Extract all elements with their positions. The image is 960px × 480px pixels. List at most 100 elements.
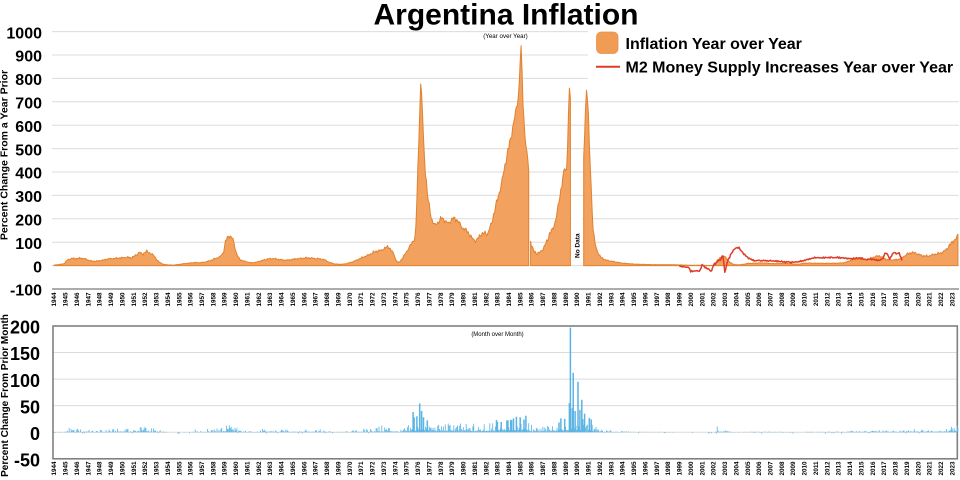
svg-text:1949: 1949: [108, 292, 115, 307]
svg-text:1994: 1994: [620, 292, 627, 307]
svg-text:1972: 1972: [370, 292, 377, 307]
svg-text:2017: 2017: [881, 461, 888, 476]
svg-text:1988: 1988: [552, 461, 559, 476]
svg-text:1991: 1991: [586, 461, 593, 476]
svg-text:1985: 1985: [517, 292, 524, 307]
svg-text:2013: 2013: [836, 292, 843, 307]
svg-text:1965: 1965: [290, 292, 297, 307]
svg-text:1978: 1978: [438, 461, 445, 476]
svg-text:200: 200: [15, 213, 42, 230]
svg-text:1987: 1987: [540, 292, 547, 307]
svg-text:1980: 1980: [461, 461, 468, 476]
svg-text:1968: 1968: [324, 461, 331, 476]
svg-text:(Year over Year): (Year over Year): [483, 33, 528, 40]
svg-text:1959: 1959: [222, 292, 229, 307]
svg-text:1993: 1993: [608, 292, 615, 307]
svg-text:1965: 1965: [290, 461, 297, 476]
svg-text:1974: 1974: [392, 292, 399, 307]
svg-text:1983: 1983: [495, 461, 502, 476]
svg-text:1957: 1957: [199, 292, 206, 307]
svg-text:2016: 2016: [870, 461, 877, 476]
svg-text:1977: 1977: [426, 461, 433, 476]
svg-text:2005: 2005: [745, 292, 752, 307]
svg-text:1999: 1999: [677, 461, 684, 476]
svg-text:1988: 1988: [552, 292, 559, 307]
svg-text:1954: 1954: [165, 461, 172, 476]
svg-text:1946: 1946: [74, 461, 81, 476]
svg-text:1973: 1973: [381, 292, 388, 307]
svg-text:1951: 1951: [131, 292, 138, 307]
svg-text:1950: 1950: [119, 292, 126, 307]
svg-text:2014: 2014: [847, 292, 854, 307]
svg-text:1966: 1966: [301, 461, 308, 476]
svg-text:1994: 1994: [620, 461, 627, 476]
svg-text:1952: 1952: [142, 461, 149, 476]
svg-text:2001: 2001: [699, 461, 706, 476]
svg-text:1979: 1979: [449, 461, 456, 476]
svg-text:2013: 2013: [836, 461, 843, 476]
svg-text:300: 300: [15, 189, 42, 206]
svg-text:Percent Change From a Year Pri: Percent Change From a Year Prior: [0, 70, 11, 240]
svg-text:2009: 2009: [790, 292, 797, 307]
svg-text:800: 800: [15, 72, 42, 89]
svg-text:1969: 1969: [335, 292, 342, 307]
svg-text:1981: 1981: [472, 461, 479, 476]
svg-text:2004: 2004: [733, 461, 740, 476]
svg-text:1992: 1992: [597, 292, 604, 307]
svg-text:1966: 1966: [301, 292, 308, 307]
svg-text:1990: 1990: [574, 461, 581, 476]
svg-text:1976: 1976: [415, 292, 422, 307]
svg-text:2008: 2008: [779, 461, 786, 476]
svg-text:2007: 2007: [768, 461, 775, 476]
svg-text:1975: 1975: [404, 461, 411, 476]
svg-text:1980: 1980: [461, 292, 468, 307]
svg-text:2015: 2015: [859, 292, 866, 307]
svg-text:1984: 1984: [506, 292, 513, 307]
svg-text:2002: 2002: [711, 461, 718, 476]
svg-text:1995: 1995: [631, 461, 638, 476]
svg-text:1968: 1968: [324, 292, 331, 307]
svg-text:2021: 2021: [927, 292, 934, 307]
svg-text:1976: 1976: [415, 461, 422, 476]
svg-text:0: 0: [33, 259, 42, 276]
svg-text:2022: 2022: [938, 461, 945, 476]
svg-text:1983: 1983: [495, 292, 502, 307]
svg-text:1970: 1970: [347, 461, 354, 476]
svg-text:1971: 1971: [358, 461, 365, 476]
svg-text:50: 50: [20, 397, 40, 417]
svg-text:(Month over Month): (Month over Month): [471, 332, 523, 338]
svg-text:1971: 1971: [358, 292, 365, 307]
svg-text:1955: 1955: [176, 292, 183, 307]
svg-text:1997: 1997: [654, 292, 661, 307]
svg-text:1000: 1000: [6, 25, 42, 42]
svg-text:2012: 2012: [824, 461, 831, 476]
svg-text:1998: 1998: [665, 461, 672, 476]
svg-text:2010: 2010: [802, 292, 809, 307]
svg-text:1989: 1989: [563, 292, 570, 307]
svg-text:900: 900: [15, 49, 42, 66]
svg-text:2009: 2009: [790, 461, 797, 476]
svg-text:2011: 2011: [813, 292, 820, 306]
svg-text:1949: 1949: [108, 461, 115, 476]
svg-text:2020: 2020: [915, 461, 922, 476]
svg-text:1959: 1959: [222, 461, 229, 476]
svg-text:1955: 1955: [176, 461, 183, 476]
svg-text:100: 100: [15, 236, 42, 253]
svg-text:100: 100: [10, 371, 40, 391]
svg-text:200: 200: [10, 318, 40, 338]
svg-text:1989: 1989: [563, 461, 570, 476]
svg-text:2019: 2019: [904, 461, 911, 476]
svg-text:2018: 2018: [893, 461, 900, 476]
svg-text:1944: 1944: [51, 292, 58, 307]
svg-text:1969: 1969: [335, 461, 342, 476]
svg-text:Inflation Year over Year: Inflation Year over Year: [626, 36, 802, 53]
svg-text:1952: 1952: [142, 292, 149, 307]
svg-text:1979: 1979: [449, 292, 456, 307]
svg-text:1991: 1991: [586, 292, 593, 307]
svg-text:1948: 1948: [97, 292, 104, 307]
svg-text:1947: 1947: [85, 461, 92, 476]
svg-text:1981: 1981: [472, 292, 479, 307]
svg-text:2006: 2006: [756, 292, 763, 307]
svg-text:2014: 2014: [847, 461, 854, 476]
svg-text:2016: 2016: [870, 292, 877, 307]
